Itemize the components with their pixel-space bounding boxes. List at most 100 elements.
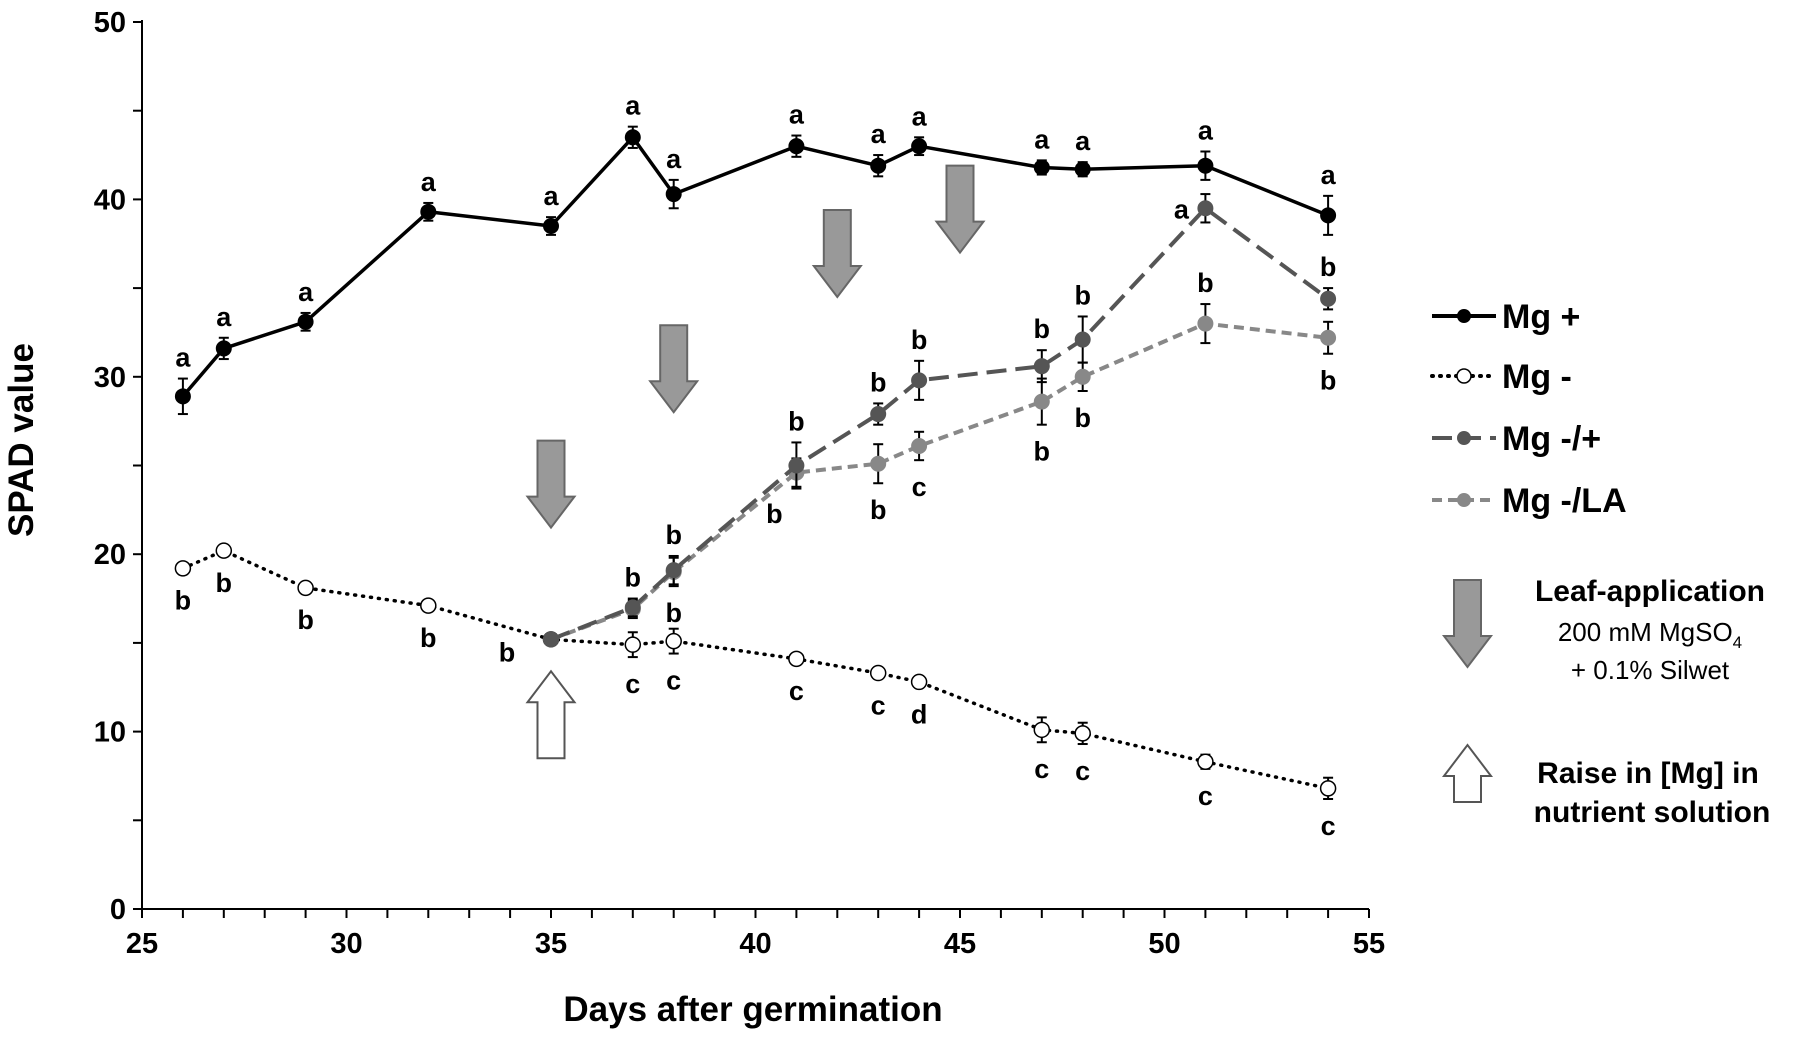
series-1-significance-label: a [1321,160,1337,190]
series-2-point [1197,753,1214,771]
series-3-significance-label: a [1174,194,1190,224]
series-1-significance-label: a [1075,126,1091,156]
y-tick-label: 30 [94,362,126,394]
legend-marker-mg-minus [1456,368,1472,384]
series-2-point [420,597,437,614]
series-3-significance-label: b [1074,280,1091,310]
x-tick-label: 40 [739,928,771,960]
series-4-point [1320,329,1337,346]
series-3-significance-label: b [788,406,805,436]
series-3-point [543,631,559,648]
series-3-point [1033,358,1050,375]
y-tick-label: 20 [94,539,126,571]
series-3-point [911,372,928,389]
x-tick-label: 50 [1148,928,1180,960]
series-2-significance-label: c [625,669,640,699]
series-4-significance-label: b [1074,403,1091,433]
series-1-point [420,203,437,220]
y-tick-label: 50 [94,7,126,39]
legend-marker-mg-plus [1457,309,1471,323]
x-tick-label: 55 [1353,928,1385,960]
leaf-application-arrow-icon [525,439,577,530]
leaf-application-line1-subscript: 4 [1733,633,1742,652]
leaf-application-arrow-icon [811,208,863,299]
series-1-significance-label: a [421,167,437,197]
series-1-point [174,388,191,405]
series-3-significance-label: b [1034,314,1051,344]
series-3-point [870,406,887,423]
series-2-point [788,650,805,668]
series-1-significance-label: a [298,277,314,307]
series-1-significance-label: a [625,91,641,121]
series-2-significance-label: c [1075,756,1090,786]
leaf-application-key-arrow-icon [1441,579,1494,669]
series-3-significance-label: b [911,325,928,355]
series-3-point [788,457,805,474]
series-2-significance-label: d [911,699,928,729]
series-1-significance-label: a [543,181,559,211]
series-2-point [1319,780,1337,797]
series-4-significance-label: c [912,472,927,502]
leaf-application-arrow-icon [648,324,700,414]
series-2-significance-label: c [666,666,681,696]
series-3-significance-label: b [870,367,887,397]
series-2-significance-label: b [216,568,233,598]
series-1-point [1320,207,1337,224]
series-3-significance-label: b [665,520,682,550]
series-2-significance-label: b [499,637,516,667]
arrow-layer [525,164,986,760]
legend-item-mg-minus-plus: Mg -/+ [1432,420,1601,458]
x-axis-title: Days after germination [563,990,942,1029]
y-tick-label: 40 [94,184,126,216]
series-1-point [911,138,928,155]
series-2-point [869,664,887,682]
series-1-significance-label: a [666,144,682,174]
series-4-significance-label: b [665,598,682,628]
series-4-significance-label: b [766,499,783,529]
series-4-point [1033,393,1050,410]
series-2-point [665,632,682,650]
series-1-significance-label: a [1198,116,1214,146]
series-4-point [911,437,928,454]
legend-label-mg-plus: Mg + [1502,298,1580,336]
series-1-point [1074,161,1091,178]
y-axis-title: SPAD value [2,343,41,537]
series-2-point [1074,725,1091,742]
series-1-point [624,129,641,146]
series-2-significance-label: c [789,676,804,706]
arrow-key: Leaf-application 200 mM MgSO4 + 0.1% Sil… [1441,575,1771,829]
series-4-point [1197,315,1214,332]
series-3-significance-label: b [1320,252,1337,282]
x-tick-label: 25 [126,928,158,960]
x-tick-label: 30 [330,928,362,960]
series-3-point [624,599,641,616]
axes-layer: 0 10 20 30 40 50 25 30 35 40 45 50 55 [94,7,1385,960]
series-4-line [550,321,1329,642]
legend-item-mg-plus: Mg + [1432,298,1580,336]
series-2-point [1033,721,1051,739]
y-tick-label: 0 [110,894,126,926]
legend: Mg + Mg - Mg -/+ Mg -/LA [1430,298,1627,520]
series-3-point [1197,200,1214,217]
raise-mg-key-arrow-icon [1441,743,1494,803]
series-2-significance-label: c [1034,754,1049,784]
series-1-significance-label: a [216,302,232,332]
series-1-point [1033,159,1050,176]
series-1-significance-label: a [871,119,887,149]
series-2-significance-label: b [297,605,314,635]
series-2-point [910,673,928,691]
series-layer [174,125,1337,801]
series-3-point [665,562,682,579]
series-1-point [1197,157,1214,174]
series-4-point [870,455,887,472]
raise-mg-line2: nutrient solution [1534,796,1771,829]
x-tick-label: 45 [944,928,976,960]
raise-mg-line1: Raise in [Mg] in [1537,757,1759,790]
series-1-point [215,340,232,357]
series-1-significance-label: a [175,343,191,373]
legend-label-mg-minus-la: Mg -/LA [1502,482,1627,520]
legend-item-mg-minus: Mg - [1430,358,1572,396]
series-2-significance-label: c [1198,781,1213,811]
series-4-point [1074,368,1091,385]
